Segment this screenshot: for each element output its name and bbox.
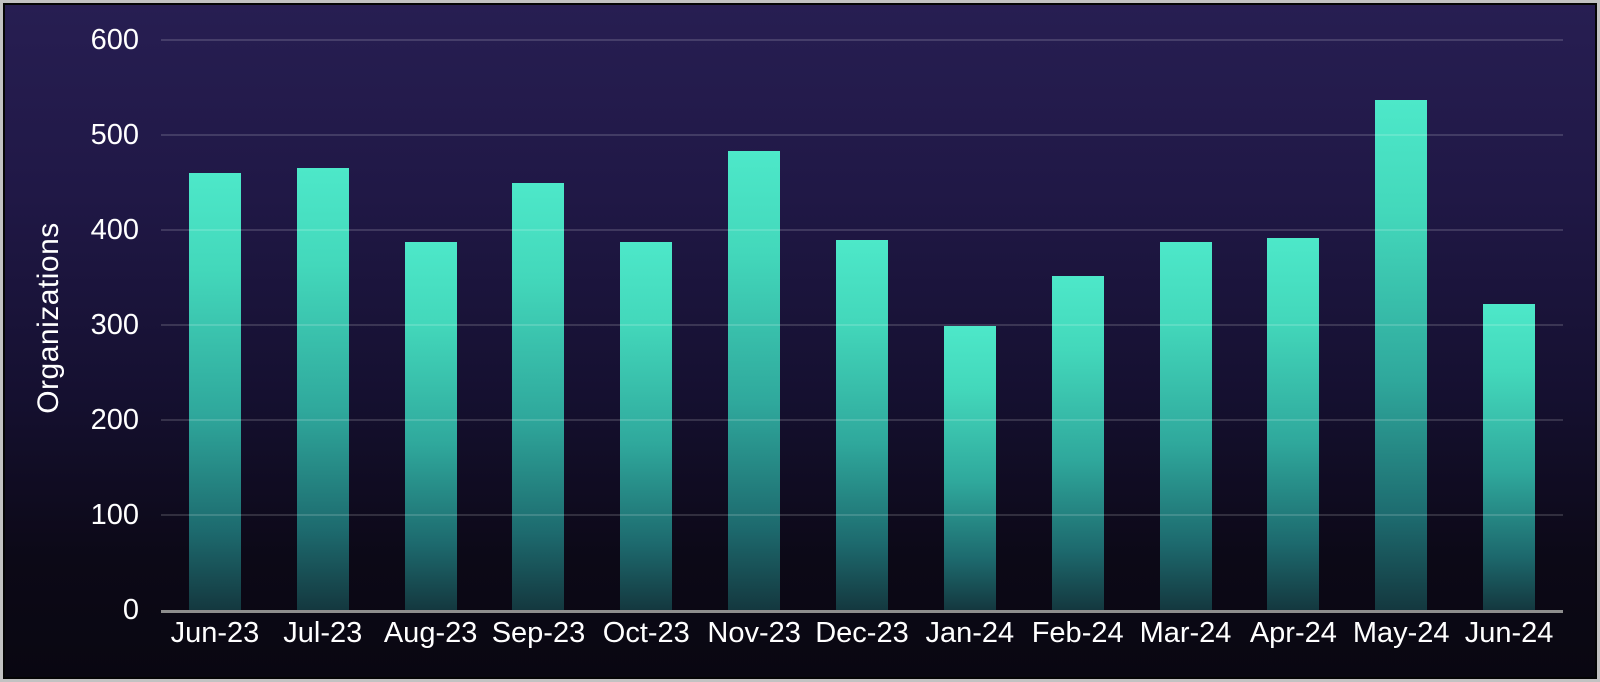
y-tick-label: 600 <box>90 24 139 56</box>
y-tick-label: 0 <box>122 594 139 626</box>
x-axis-line <box>161 610 1563 613</box>
x-tick-label: Jun-23 <box>170 617 260 649</box>
bar-slot <box>1024 40 1132 610</box>
bar-Jan-24 <box>943 325 996 610</box>
y-tick-label: 200 <box>90 404 139 436</box>
bar-Dec-23 <box>835 240 888 610</box>
y-axis-tick-labels: 0 100 200 300 400 500 600 <box>3 3 139 682</box>
gridline <box>161 229 1563 231</box>
y-tick-label: 100 <box>90 499 139 531</box>
bar-slot <box>1347 40 1455 610</box>
bar-slot <box>808 40 916 610</box>
bar-Mar-24 <box>1159 242 1212 610</box>
bar-slot <box>1455 40 1563 610</box>
bar-slot <box>1132 40 1240 610</box>
y-tick-label: 500 <box>90 119 139 151</box>
bar-May-24 <box>1375 99 1428 610</box>
bar-Nov-23 <box>728 151 781 610</box>
x-tick-label: Jun-24 <box>1464 617 1554 649</box>
x-tick-label: Jan-24 <box>925 617 1015 649</box>
bar-slot <box>916 40 1024 610</box>
bar-slot <box>377 40 485 610</box>
bar-Apr-24 <box>1267 237 1320 610</box>
bar-slot <box>485 40 593 610</box>
bar-Sep-23 <box>512 182 565 610</box>
gridline <box>161 324 1563 326</box>
gridline <box>161 134 1563 136</box>
bar-slot <box>700 40 808 610</box>
x-tick-label: Nov-23 <box>707 617 801 649</box>
gridline <box>161 419 1563 421</box>
bar-Aug-23 <box>404 242 457 610</box>
bar-slot <box>161 40 269 610</box>
x-tick-label: Jul-23 <box>283 617 363 649</box>
x-tick-label: Dec-23 <box>815 617 909 649</box>
plot-area <box>161 39 1563 613</box>
y-tick-label: 300 <box>90 309 139 341</box>
gridline <box>161 514 1563 516</box>
bar-Oct-23 <box>620 242 673 610</box>
x-tick-label: Apr-24 <box>1249 617 1337 649</box>
x-tick-label: Aug-23 <box>383 617 478 649</box>
bar-series <box>161 40 1563 610</box>
bar-Jun-23 <box>188 173 241 610</box>
bar-slot <box>1239 40 1347 610</box>
x-tick-label: Mar-24 <box>1139 617 1232 649</box>
bar-Feb-24 <box>1051 275 1104 610</box>
gridline <box>161 39 1563 41</box>
bar-slot <box>269 40 377 610</box>
x-tick-label: Sep-23 <box>491 617 586 649</box>
x-tick-label: Feb-24 <box>1031 617 1124 649</box>
bar-slot <box>592 40 700 610</box>
x-tick-label: May-24 <box>1352 617 1450 649</box>
y-tick-label: 400 <box>90 214 139 246</box>
bar-Jun-24 <box>1483 304 1536 610</box>
x-axis-tick-labels: Jun-23 Jul-23 Aug-23 Sep-23 Oct-23 Nov-23 Dec-… <box>161 617 1563 650</box>
x-tick-label: Oct-23 <box>602 617 690 649</box>
bar-Jul-23 <box>296 168 349 610</box>
